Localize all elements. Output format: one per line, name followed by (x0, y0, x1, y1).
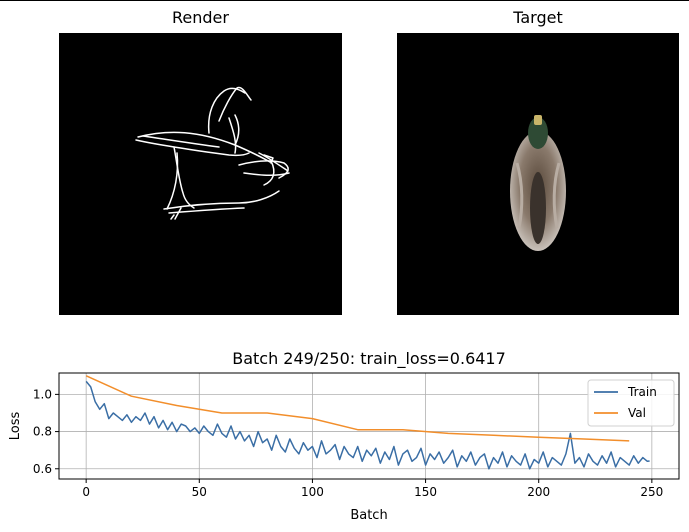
plot-frame (58, 372, 680, 480)
x-tick-label: 100 (301, 485, 324, 499)
target-panel-title: Target (513, 8, 563, 27)
target-image (397, 33, 679, 315)
x-tick-label: 50 (192, 485, 207, 499)
legend-label-val: Val (628, 406, 646, 420)
x-tick-label: 250 (640, 485, 663, 499)
legend-label-train: Train (627, 385, 657, 399)
series-line-val (85, 375, 630, 442)
render-panel-title: Render (172, 8, 229, 27)
y-axis-label: Loss (8, 412, 23, 441)
x-tick-label: 0 (82, 485, 90, 499)
render-image (59, 33, 342, 315)
x-axis-label: Batch (350, 508, 387, 523)
chart-title: Batch 249/250: train_loss=0.6417 (232, 349, 506, 368)
y-tick-label: 0.8 (33, 425, 52, 439)
y-tick-label: 1.0 (33, 387, 52, 401)
x-tick-label: 150 (414, 485, 437, 499)
render-strokes (135, 86, 290, 220)
y-tick-label: 0.6 (33, 462, 52, 476)
x-tick-label: 200 (527, 485, 550, 499)
window-top-border (0, 0, 689, 1)
series-line-train (85, 380, 650, 470)
duck-illustration (510, 115, 566, 251)
